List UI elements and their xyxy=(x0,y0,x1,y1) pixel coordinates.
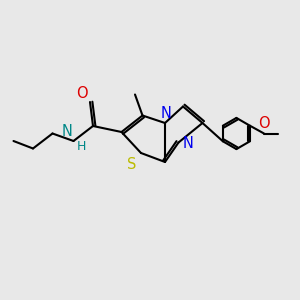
Text: O: O xyxy=(76,85,88,100)
Text: H: H xyxy=(76,140,86,153)
Text: O: O xyxy=(258,116,270,131)
Text: N: N xyxy=(61,124,72,140)
Text: N: N xyxy=(160,106,171,121)
Text: N: N xyxy=(183,136,194,151)
Text: S: S xyxy=(127,157,136,172)
